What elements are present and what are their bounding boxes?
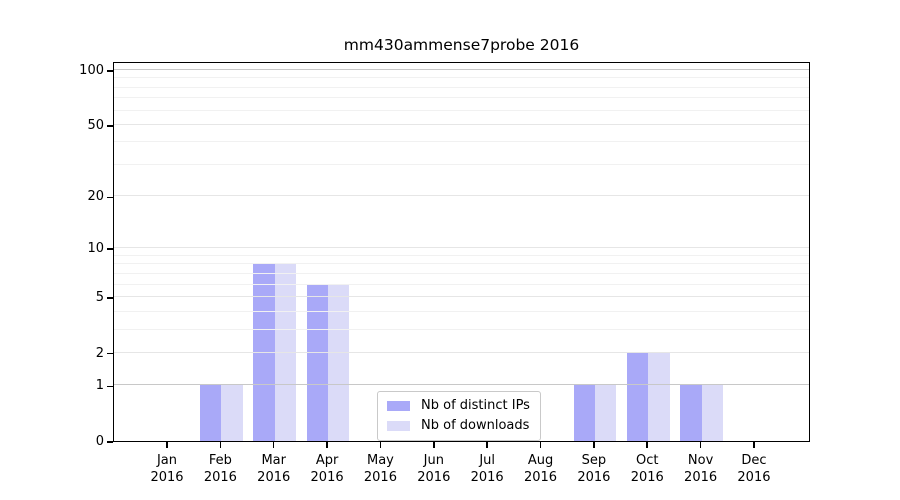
- bar-downloads-apr: [328, 284, 350, 441]
- gridline-8: [114, 263, 809, 265]
- gridline-3: [114, 328, 809, 330]
- bar-distinct-ips-mar: [253, 264, 275, 441]
- y-tick-label: 5: [95, 289, 104, 305]
- legend-label: Nb of downloads: [421, 418, 530, 433]
- x-tick-label: Jan 2016: [150, 453, 184, 485]
- x-tick-mark: [753, 442, 755, 448]
- y-tick-mark: [106, 297, 113, 299]
- gridline-100: [114, 69, 809, 70]
- y-tick-mark: [106, 352, 113, 355]
- bar-downloads-feb: [221, 385, 243, 441]
- bar-distinct-ips-feb: [200, 385, 222, 441]
- y-tick-mark: [106, 70, 113, 72]
- bar-distinct-ips-nov: [680, 385, 702, 441]
- x-tick-mark: [166, 442, 168, 448]
- gridline-4: [114, 310, 809, 312]
- x-tick-mark: [646, 442, 648, 448]
- gridline-50: [114, 123, 809, 125]
- x-tick-label: Feb 2016: [203, 453, 237, 485]
- x-tick-mark: [326, 442, 328, 448]
- legend: Nb of distinct IPs Nb of downloads: [377, 391, 541, 441]
- x-tick-label: Sep 2016: [577, 453, 611, 485]
- chart-title: mm430ammense7probe 2016: [343, 36, 580, 54]
- bar-downloads-sep: [594, 385, 617, 441]
- legend-label: Nb of distinct IPs: [421, 398, 530, 413]
- x-tick-mark: [539, 442, 542, 448]
- gridline-30: [114, 163, 809, 165]
- y-tick-label: 2: [95, 345, 104, 361]
- y-tick-mark: [106, 196, 113, 198]
- legend-swatch: [387, 400, 410, 411]
- gridline-20: [114, 195, 809, 197]
- y-tick-label: 50: [87, 117, 104, 133]
- y-tick-label: 20: [87, 189, 104, 205]
- x-tick-label: May 2016: [363, 453, 397, 485]
- y-tick-mark: [106, 248, 113, 250]
- gridline-90: [114, 77, 809, 79]
- gridline-2: [114, 351, 809, 353]
- y-tick-label: 0: [95, 434, 104, 449]
- x-tick-label: Jun 2016: [417, 453, 451, 485]
- gridline-6: [114, 283, 809, 285]
- x-tick-mark: [433, 442, 435, 448]
- gridline-70: [114, 97, 809, 99]
- x-tick-mark: [593, 442, 595, 448]
- gridline-9: [114, 254, 809, 256]
- x-tick-mark: [272, 442, 275, 448]
- legend-row: Nb of distinct IPs: [387, 397, 530, 414]
- legend-row: Nb of downloads: [387, 417, 530, 434]
- y-tick-mark: [106, 385, 113, 388]
- gridline-40: [114, 141, 809, 143]
- bar-distinct-ips-apr: [306, 284, 329, 441]
- bar-distinct-ips-oct: [626, 352, 649, 441]
- x-tick-label: Jul 2016: [470, 453, 504, 485]
- gridline-10: [114, 247, 809, 249]
- gridline-60: [114, 109, 809, 111]
- x-tick-label: Apr 2016: [310, 453, 344, 485]
- x-tick-label: Dec 2016: [737, 453, 771, 485]
- x-tick-mark: [379, 442, 382, 448]
- y-tick-label: 1: [95, 378, 104, 394]
- bar-distinct-ips-sep: [573, 385, 595, 441]
- gridline-5: [114, 295, 809, 297]
- x-tick-mark: [486, 442, 488, 448]
- legend-swatch: [387, 420, 410, 431]
- x-tick-mark: [219, 442, 222, 448]
- bar-downloads-mar: [274, 264, 297, 441]
- bar-downloads-nov: [701, 385, 723, 441]
- gridline-80: [114, 86, 809, 88]
- x-tick-label: Aug 2016: [523, 453, 558, 485]
- y-tick-mark: [106, 125, 113, 127]
- x-tick-mark: [699, 442, 702, 448]
- plot-area: [113, 62, 810, 442]
- x-tick-label: Oct 2016: [630, 453, 664, 485]
- gridline-7: [114, 272, 809, 274]
- y-tick-label: 10: [87, 241, 104, 257]
- y-tick-label: 100: [79, 63, 104, 78]
- x-tick-label: Nov 2016: [684, 453, 718, 485]
- y-tick-mark: [106, 441, 113, 443]
- x-tick-label: Mar 2016: [257, 453, 291, 485]
- bar-downloads-oct: [648, 352, 670, 441]
